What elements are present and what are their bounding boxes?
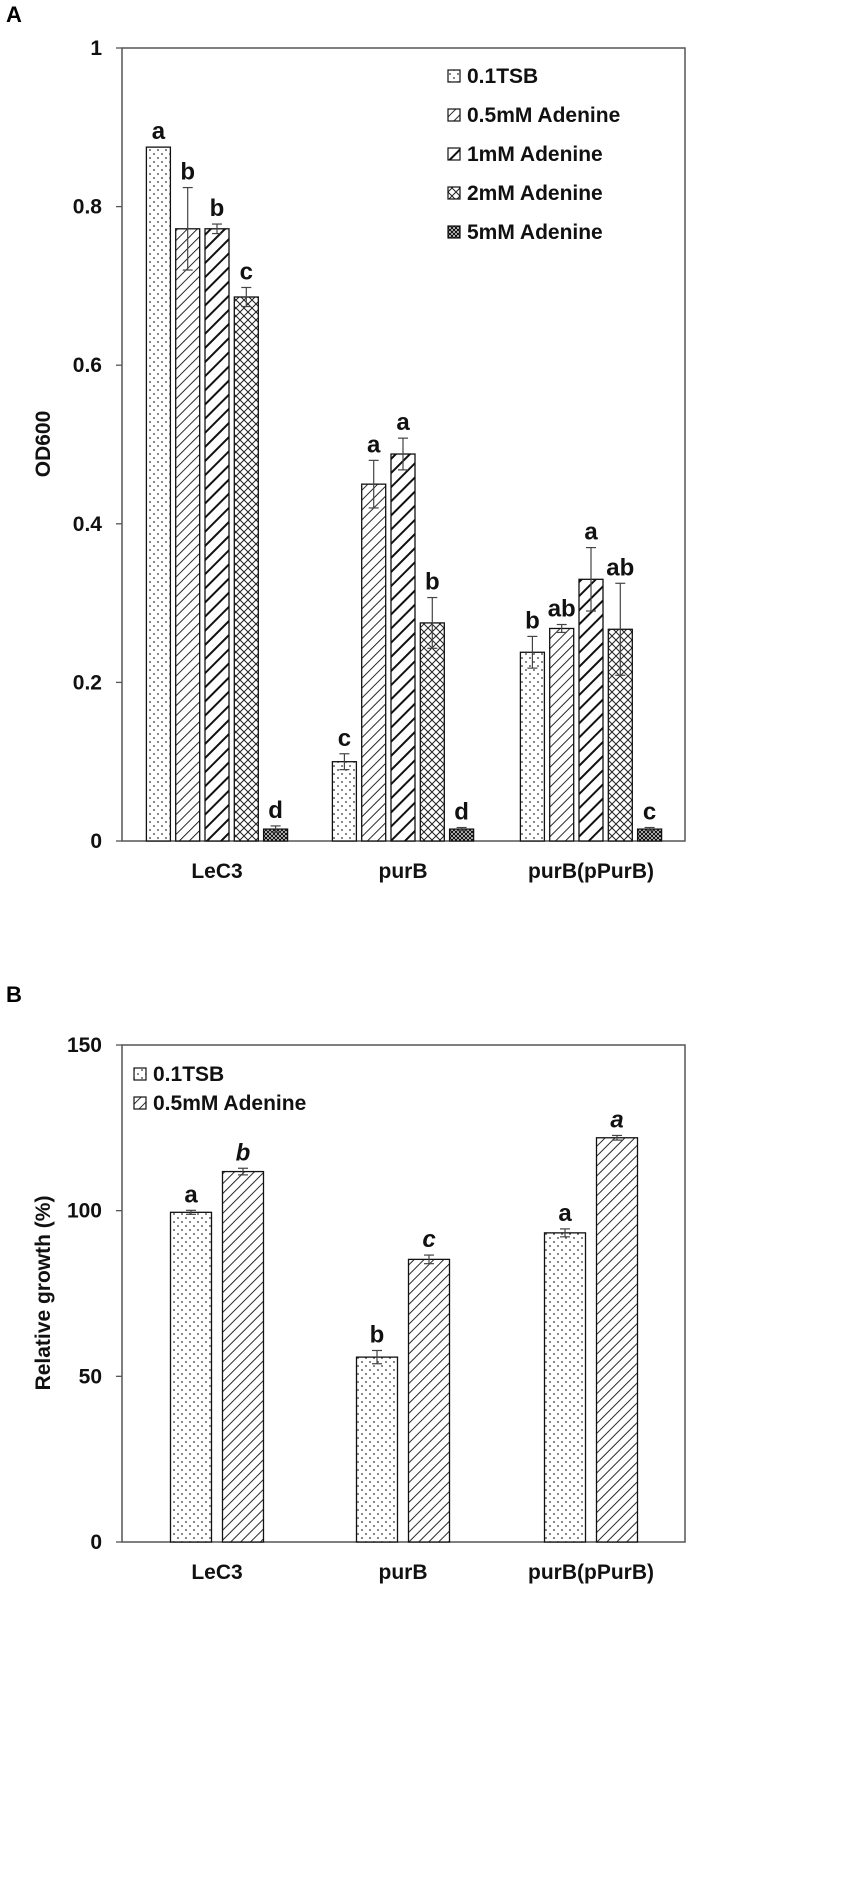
panel-a-legend-label: 0.5mM Adenine <box>467 104 620 127</box>
panel-a-legend-label: 0.1TSB <box>467 65 538 88</box>
panel-a-category-label: LeC3 <box>191 860 242 883</box>
panel-b: B Relative growth (%) 0 50 100 150 a b a b c a L… <box>6 982 686 1584</box>
panel-a-significance-label: b <box>210 195 225 222</box>
panel-a-significance-label: a <box>584 519 598 546</box>
panel-a-legend-label: 1mM Adenine <box>467 143 603 166</box>
panel-a-bar <box>145 146 172 842</box>
panel-b-bar <box>407 1258 451 1543</box>
panel-a-category-label: purB(pPurB) <box>528 860 654 883</box>
panel-a-bar <box>519 651 546 842</box>
panel-a-x-categories: LeC3 purB purB(pPurB) <box>191 860 654 883</box>
panel-b-significance-label: b <box>370 1321 385 1348</box>
panel-b-x-categories: LeC3 purB purB(pPurB) <box>191 1561 654 1584</box>
panel-b-significance-label: c <box>422 1226 435 1253</box>
panel-a-y-tick-label: 0.2 <box>73 671 102 694</box>
panel-b-bar <box>355 1356 399 1543</box>
panel-a-significance-label: c <box>240 258 253 285</box>
panel-b-y-tick-label: 150 <box>67 1034 102 1057</box>
panel-a-y-axis-title: OD600 <box>32 411 55 478</box>
panel-a-bar <box>361 483 387 842</box>
panel-a-bar <box>233 296 259 842</box>
panel-a-bar <box>549 627 575 842</box>
panel-a-y-tick-label: 0.4 <box>73 513 103 536</box>
panel-b-category-label: purB(pPurB) <box>528 1561 654 1584</box>
panel-a-legend-swatch <box>447 69 461 83</box>
panel-b-legend: 0.1TSB 0.5mM Adenine <box>133 1063 306 1115</box>
panel-a-legend-label: 5mM Adenine <box>467 221 603 244</box>
panel-b-bar <box>221 1170 265 1543</box>
panel-b-bar <box>169 1211 213 1543</box>
panel-a-significance-label: c <box>643 799 656 826</box>
panel-a-significance-label: ab <box>606 554 634 581</box>
panel-b-label: B <box>6 982 22 1007</box>
panel-a-significance-label: d <box>268 797 283 824</box>
panel-a-significance-label: a <box>396 409 410 436</box>
panel-b-category-label: LeC3 <box>191 1561 242 1584</box>
panel-a-category-label: purB <box>379 860 428 883</box>
panel-b-significance-label: a <box>184 1181 198 1208</box>
panel-a-legend-swatch <box>447 108 461 122</box>
panel-b-legend-label: 0.1TSB <box>153 1063 224 1086</box>
panel-b-plot-frame <box>121 1044 686 1543</box>
panel-a-significance-label: a <box>367 431 381 458</box>
panel-a-significance-label: b <box>425 569 440 596</box>
panel-b-legend-swatch <box>133 1096 147 1110</box>
panel-b-y-ticks: 0 50 100 150 <box>67 1034 122 1554</box>
panel-b-significance-label: a <box>558 1200 572 1227</box>
panel-a-legend-swatch <box>447 147 461 161</box>
panel-a-bar <box>204 228 230 842</box>
panel-a-legend-label: 2mM Adenine <box>467 182 603 205</box>
panel-a-significance-label: b <box>180 159 195 186</box>
panel-b-bar <box>595 1137 639 1543</box>
panel-a-bar <box>331 761 358 842</box>
panel-b-legend-label: 0.5mM Adenine <box>153 1092 306 1115</box>
panel-a-y-ticks: 0 0.2 0.4 0.6 0.8 1 <box>73 37 122 853</box>
panel-b-legend-swatch <box>133 1067 147 1081</box>
panel-a-significance-label: ab <box>548 596 576 623</box>
panel-a-legend-swatch <box>447 186 461 200</box>
panel-a-significance-label: b <box>525 607 540 634</box>
panel-b-y-tick-label: 0 <box>90 1531 102 1554</box>
panel-b-significance-label: b <box>236 1139 251 1166</box>
panel-b-significance-label: a <box>610 1106 623 1133</box>
panel-a-significance-label: d <box>454 799 469 826</box>
panel-b-y-tick-label: 100 <box>67 1200 102 1223</box>
panel-a-bar <box>419 622 445 842</box>
panel-a-bar <box>578 578 604 842</box>
panel-a-y-tick-label: 0 <box>90 830 102 853</box>
panel-a-y-tick-label: 0.8 <box>73 196 103 219</box>
panel-b-bar <box>543 1232 587 1543</box>
panel-a-y-tick-label: 1 <box>90 37 102 60</box>
panel-a-legend-swatch <box>447 225 461 239</box>
panel-a-label: A <box>6 2 22 27</box>
panel-a-legend: 0.1TSB 0.5mM Adenine 1mM Adenine 2mM Adenin… <box>447 65 620 244</box>
panel-b-y-tick-label: 50 <box>79 1365 102 1388</box>
panel-b-y-axis-title: Relative growth (%) <box>32 1196 55 1391</box>
panel-a-significance-label: c <box>338 725 351 752</box>
panel-a-bar <box>390 453 416 842</box>
panel-a-y-tick-label: 0.6 <box>73 354 102 377</box>
panel-b-category-label: purB <box>379 1561 428 1584</box>
panel-a-significance-label: a <box>152 118 166 145</box>
panel-b-bars: a b a b c a <box>169 1106 639 1543</box>
panel-a-bar <box>175 228 201 842</box>
